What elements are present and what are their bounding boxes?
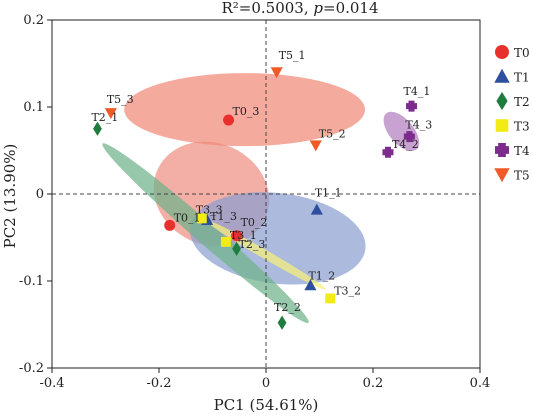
x-tick-label: -0.2 [146,376,171,391]
point-labels: T0_3 T0_1 T0_2 T1_1 T1_2 T1_3 T2_1 T2_2 T2_3 T3_3… [91,49,432,314]
point-t4-3 [403,131,415,143]
point-label-t5-3: T5_3 [107,93,134,106]
legend-label-t1: T1 [514,71,530,85]
point-t0-1 [164,219,176,231]
point-t0-3 [223,114,235,126]
point-label-t0-2: T0_2 [241,216,268,229]
legend-label-t3: T3 [514,120,530,134]
point-t3-1 [220,236,231,247]
legend-marker-t0 [495,45,509,59]
legend-marker-t2 [496,91,508,111]
point-t5-1 [270,67,283,79]
point-label-t2-2: T2_2 [274,301,301,314]
point-label-t3-2: T3_2 [334,284,361,297]
point-t1-2 [304,279,317,291]
legend-label-t4: T4 [514,144,530,158]
point-t5-3 [104,108,117,120]
x-tick-label: -0.4 [39,376,64,391]
point-label-t0-3: T0_3 [233,105,260,118]
legend-label-t0: T0 [514,46,530,60]
point-t5-2 [309,140,322,152]
point-label-t3-3: T3_3 [196,203,223,216]
point-label-t4-3: T4_3 [405,119,432,132]
point-label-t0-1: T0_1 [174,211,201,224]
legend-marker-t5 [494,168,510,183]
point-t3-3 [196,213,207,224]
point-label-t4-1: T4_1 [404,85,431,98]
point-t2-2 [277,315,287,330]
point-t3-2 [325,293,336,304]
legend-marker-t3 [495,119,509,132]
point-t0-2 [231,230,243,242]
point-t2-1 [93,121,102,136]
x-tick-label: 0.4 [470,376,491,391]
point-label-t5-1: T5_1 [279,49,306,62]
point-t4-2 [382,146,394,158]
legend-marker-t1 [494,68,510,83]
x-tick-label: 0.2 [363,376,384,391]
point-t2-3 [232,241,241,256]
point-label-t1-3: T1_3 [210,210,237,223]
ellipse-t2 [102,143,309,323]
point-label-t1-2: T1_2 [308,269,335,282]
ellipse-t5 [124,73,365,147]
point-label-t1-1: T1_1 [315,187,342,200]
point-label-t3-1: T3_1 [230,229,257,242]
chart-title: R²=0.5003, p=0.014 [221,0,378,17]
point-t1-1 [310,203,323,215]
confidence-ellipses [102,73,420,323]
legend-marker-t4 [495,143,509,157]
data-points [93,67,418,330]
y-tick-label: 0.2 [23,13,44,28]
legend-label-t5: T5 [514,169,530,183]
point-label-t2-3: T2_3 [239,238,266,251]
x-tick-label: 0 [262,376,270,391]
point-t4-1 [406,100,418,112]
y-axis-label: PC2 (13.90%) [1,144,19,249]
legend: T0 T1 T2 T3 T4 T5 [494,45,530,183]
point-label-t4-2: T4_2 [392,138,419,151]
y-tick-label: 0 [36,187,44,202]
axis-ticks: -0.4 -0.2 0 0.2 0.4-0.2-0.100.10.2 [19,13,490,391]
x-axis-label: PC1 (54.61%) [214,396,319,414]
legend-label-t2: T2 [514,95,530,109]
y-tick-label: -0.1 [19,274,44,289]
y-tick-label: -0.2 [19,361,44,376]
point-label-t5-2: T5_2 [319,127,346,140]
point-label-t2-1: T2_1 [91,111,118,124]
y-tick-label: 0.1 [23,100,44,115]
